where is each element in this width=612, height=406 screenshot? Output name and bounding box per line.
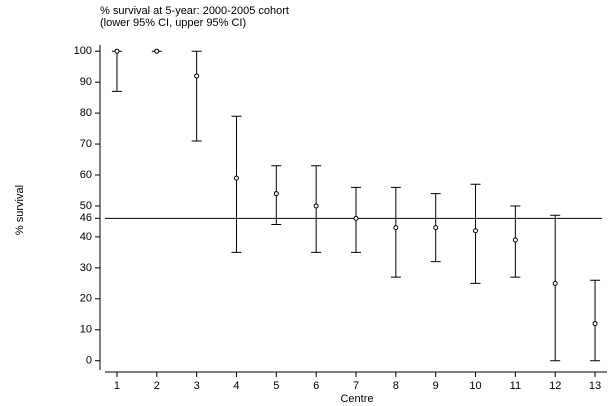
y-axis-label: % survival [14, 185, 26, 235]
point [512, 237, 518, 243]
error-bar [191, 50, 202, 142]
y-tick-label: 90 [80, 76, 92, 88]
x-tick-label: 9 [433, 380, 439, 392]
point [114, 48, 120, 54]
x-axis-label: Centre [340, 393, 373, 405]
y-tick-label: 60 [80, 169, 92, 181]
chart-subtitle: (lower 95% CI, upper 95% CI) [100, 17, 246, 29]
y-tick-label: 100 [74, 45, 92, 57]
y-tick-label: 50 [80, 200, 92, 212]
y-tick-label: 70 [80, 138, 92, 150]
point [552, 280, 558, 286]
x-tick-label: 7 [353, 380, 359, 392]
y-tick-label: 46 [80, 212, 92, 224]
y-tick-label: 30 [80, 262, 92, 274]
point [433, 225, 439, 231]
x-tick-label: 2 [154, 380, 160, 392]
error-bar [231, 115, 242, 253]
x-tick-label: 4 [233, 380, 239, 392]
point [194, 73, 200, 79]
y-tick-label: 0 [86, 355, 92, 367]
error-bar [550, 214, 561, 362]
x-tick-label: 3 [194, 380, 200, 392]
y-tick-label: 10 [80, 324, 92, 336]
chart-title: % survival at 5-year: 2000-2005 cohort [100, 5, 289, 17]
x-tick-label: 5 [273, 380, 279, 392]
error-bar [311, 165, 322, 253]
x-tick-label: 12 [549, 380, 561, 392]
y-tick-label: 40 [80, 231, 92, 243]
error-bar [470, 183, 481, 284]
error-bar [390, 186, 401, 278]
point [313, 203, 319, 209]
error-bar [111, 50, 122, 92]
error-bar [590, 279, 601, 362]
point [154, 48, 160, 54]
x-tick-label: 13 [589, 380, 601, 392]
point [592, 321, 598, 327]
point [273, 191, 279, 197]
x-tick-label: 8 [393, 380, 399, 392]
x-tick-label: 11 [510, 380, 521, 392]
y-tick-label: 80 [80, 107, 92, 119]
point [233, 175, 239, 181]
point [353, 215, 359, 221]
x-tick-label: 10 [469, 380, 481, 392]
x-tick-label: 1 [114, 380, 120, 392]
point [393, 225, 399, 231]
x-tick-label: 6 [313, 380, 319, 392]
y-tick-label: 20 [80, 293, 92, 305]
point [473, 228, 479, 234]
